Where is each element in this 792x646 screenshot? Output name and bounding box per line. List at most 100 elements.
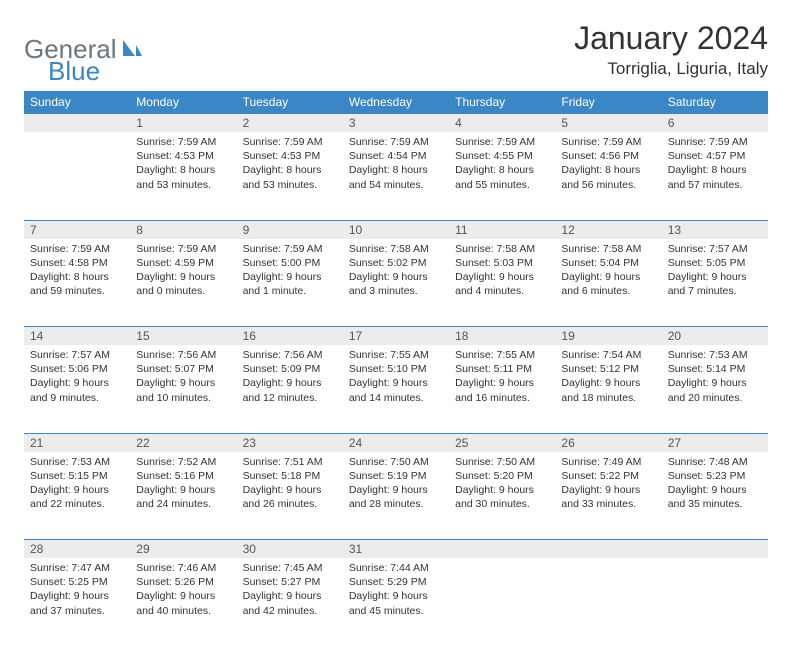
day-number-cell: 17	[343, 327, 449, 346]
sunrise-line: Sunrise: 7:49 AM	[561, 455, 655, 469]
day-number-cell: 8	[130, 220, 236, 239]
daylight-line: Daylight: 9 hours and 0 minutes.	[136, 270, 230, 298]
daylight-line: Daylight: 8 hours and 57 minutes.	[668, 163, 762, 191]
daylight-line: Daylight: 9 hours and 28 minutes.	[349, 483, 443, 511]
header: General January 2024 Torriglia, Liguria,…	[24, 20, 768, 79]
day-data-cell: Sunrise: 7:59 AMSunset: 4:53 PMDaylight:…	[130, 132, 236, 220]
sunrise-line: Sunrise: 7:59 AM	[455, 135, 549, 149]
day-number-cell: 13	[662, 220, 768, 239]
sunset-line: Sunset: 5:11 PM	[455, 362, 549, 376]
day-number-cell: 27	[662, 433, 768, 452]
sunset-line: Sunset: 5:18 PM	[243, 469, 337, 483]
sunrise-line: Sunrise: 7:59 AM	[136, 242, 230, 256]
daylight-line: Daylight: 9 hours and 12 minutes.	[243, 376, 337, 404]
sunset-line: Sunset: 5:12 PM	[561, 362, 655, 376]
sunrise-line: Sunrise: 7:48 AM	[668, 455, 762, 469]
day-data-cell: Sunrise: 7:51 AMSunset: 5:18 PMDaylight:…	[237, 452, 343, 540]
day-number-cell: 30	[237, 540, 343, 559]
day-data-cell: Sunrise: 7:59 AMSunset: 4:54 PMDaylight:…	[343, 132, 449, 220]
daylight-line: Daylight: 9 hours and 42 minutes.	[243, 589, 337, 617]
day-data-cell: Sunrise: 7:56 AMSunset: 5:09 PMDaylight:…	[237, 345, 343, 433]
weekday-header: Saturday	[662, 91, 768, 114]
title-block: January 2024 Torriglia, Liguria, Italy	[574, 20, 768, 79]
daylight-line: Daylight: 8 hours and 56 minutes.	[561, 163, 655, 191]
sunset-line: Sunset: 5:22 PM	[561, 469, 655, 483]
logo-text-blue: Blue	[48, 56, 100, 87]
day-number-cell: 14	[24, 327, 130, 346]
day-data-cell: Sunrise: 7:53 AMSunset: 5:15 PMDaylight:…	[24, 452, 130, 540]
day-number-cell: 12	[555, 220, 661, 239]
daylight-line: Daylight: 9 hours and 7 minutes.	[668, 270, 762, 298]
day-data-cell	[555, 558, 661, 646]
sunrise-line: Sunrise: 7:53 AM	[30, 455, 124, 469]
day-data-cell: Sunrise: 7:59 AMSunset: 4:53 PMDaylight:…	[237, 132, 343, 220]
daylight-line: Daylight: 9 hours and 30 minutes.	[455, 483, 549, 511]
calendar-table: Sunday Monday Tuesday Wednesday Thursday…	[24, 91, 768, 646]
sunrise-line: Sunrise: 7:59 AM	[243, 242, 337, 256]
daylight-line: Daylight: 9 hours and 18 minutes.	[561, 376, 655, 404]
sunrise-line: Sunrise: 7:59 AM	[349, 135, 443, 149]
day-number-cell: 31	[343, 540, 449, 559]
sunset-line: Sunset: 5:16 PM	[136, 469, 230, 483]
day-data-cell: Sunrise: 7:58 AMSunset: 5:03 PMDaylight:…	[449, 239, 555, 327]
day-data-cell: Sunrise: 7:50 AMSunset: 5:19 PMDaylight:…	[343, 452, 449, 540]
day-number-cell: 24	[343, 433, 449, 452]
day-number-cell: 3	[343, 114, 449, 133]
sunset-line: Sunset: 5:02 PM	[349, 256, 443, 270]
day-number-row: 14151617181920	[24, 327, 768, 346]
sunset-line: Sunset: 5:10 PM	[349, 362, 443, 376]
sunset-line: Sunset: 4:55 PM	[455, 149, 549, 163]
sunrise-line: Sunrise: 7:58 AM	[349, 242, 443, 256]
daylight-line: Daylight: 8 hours and 53 minutes.	[136, 163, 230, 191]
daylight-line: Daylight: 9 hours and 35 minutes.	[668, 483, 762, 511]
daylight-line: Daylight: 8 hours and 54 minutes.	[349, 163, 443, 191]
sunrise-line: Sunrise: 7:46 AM	[136, 561, 230, 575]
day-data-cell: Sunrise: 7:46 AMSunset: 5:26 PMDaylight:…	[130, 558, 236, 646]
sunset-line: Sunset: 5:05 PM	[668, 256, 762, 270]
day-data-cell: Sunrise: 7:57 AMSunset: 5:05 PMDaylight:…	[662, 239, 768, 327]
day-data-cell	[662, 558, 768, 646]
weekday-header: Sunday	[24, 91, 130, 114]
daylight-line: Daylight: 9 hours and 9 minutes.	[30, 376, 124, 404]
sunset-line: Sunset: 5:04 PM	[561, 256, 655, 270]
day-data-cell: Sunrise: 7:59 AMSunset: 4:58 PMDaylight:…	[24, 239, 130, 327]
day-number-cell	[24, 114, 130, 133]
weekday-header-row: Sunday Monday Tuesday Wednesday Thursday…	[24, 91, 768, 114]
day-number-cell: 23	[237, 433, 343, 452]
day-number-cell: 26	[555, 433, 661, 452]
daylight-line: Daylight: 9 hours and 20 minutes.	[668, 376, 762, 404]
day-data-row: Sunrise: 7:47 AMSunset: 5:25 PM Daylight:…	[24, 558, 768, 646]
day-number-cell: 11	[449, 220, 555, 239]
weekday-header: Monday	[130, 91, 236, 114]
sunrise-line: Sunrise: 7:59 AM	[243, 135, 337, 149]
sunrise-line: Sunrise: 7:58 AM	[455, 242, 549, 256]
day-data-cell: Sunrise: 7:44 AMSunset: 5:29 PMDaylight:…	[343, 558, 449, 646]
day-data-cell: Sunrise: 7:56 AMSunset: 5:07 PMDaylight:…	[130, 345, 236, 433]
day-number-cell: 28	[24, 540, 130, 559]
day-number-row: 21222324252627	[24, 433, 768, 452]
sunset-line: Sunset: 5:15 PM	[30, 469, 124, 483]
sunset-line: Sunset: 5:23 PM	[668, 469, 762, 483]
sunrise-line: Sunrise: 7:47 AM	[30, 561, 124, 575]
daylight-line: Daylight: 9 hours and 24 minutes.	[136, 483, 230, 511]
daylight-line: Daylight: 9 hours and 10 minutes.	[136, 376, 230, 404]
sunrise-line: Sunrise: 7:50 AM	[349, 455, 443, 469]
calendar-body: 123456Sunrise: 7:59 AMSunset: 4:53 PMDay…	[24, 114, 768, 646]
day-number-cell: 29	[130, 540, 236, 559]
weekday-header: Wednesday	[343, 91, 449, 114]
day-number-cell: 6	[662, 114, 768, 133]
daylight-line: Daylight: 8 hours and 55 minutes.	[455, 163, 549, 191]
day-data-row: Sunrise: 7:59 AMSunset: 4:58 PMDaylight:…	[24, 239, 768, 327]
day-number-cell: 18	[449, 327, 555, 346]
day-data-row: Sunrise: 7:57 AMSunset: 5:06 PMDaylight:…	[24, 345, 768, 433]
day-data-cell: Sunrise: 7:52 AMSunset: 5:16 PMDaylight:…	[130, 452, 236, 540]
day-data-cell: Sunrise: 7:59 AMSunset: 4:55 PMDaylight:…	[449, 132, 555, 220]
day-data-cell: Sunrise: 7:50 AMSunset: 5:20 PMDaylight:…	[449, 452, 555, 540]
sunset-line: Sunset: 5:25 PM	[30, 575, 124, 589]
sunrise-line: Sunrise: 7:56 AM	[136, 348, 230, 362]
day-data-cell	[24, 132, 130, 220]
day-number-cell: 19	[555, 327, 661, 346]
sunset-line: Sunset: 4:56 PM	[561, 149, 655, 163]
weekday-header: Thursday	[449, 91, 555, 114]
sunset-line: Sunset: 5:27 PM	[243, 575, 337, 589]
